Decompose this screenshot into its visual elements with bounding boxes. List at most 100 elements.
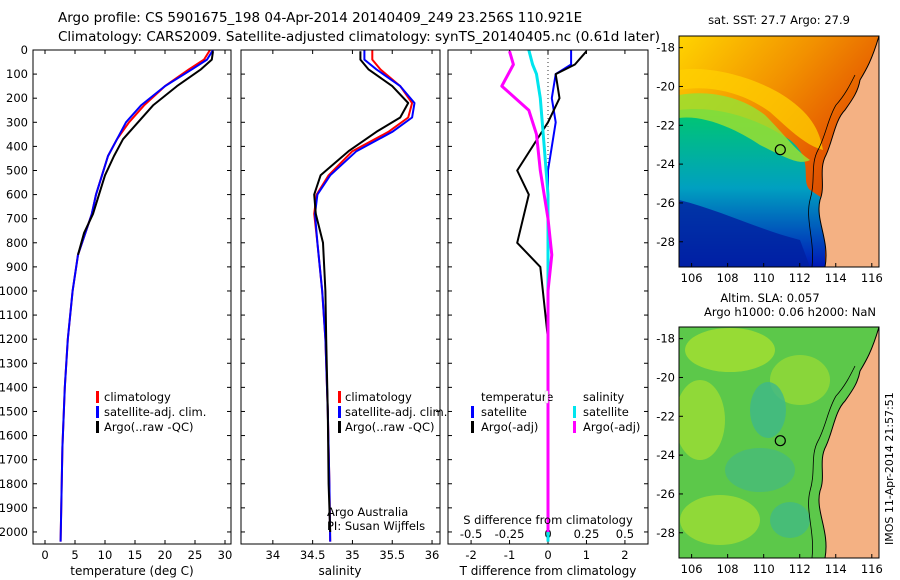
depth-tick-label: 1800 (0, 477, 28, 491)
legend-argo-swatch (338, 421, 341, 433)
lat-tick-label: -22 (656, 118, 675, 132)
sla-high-patch (679, 380, 725, 460)
sst-argo-position-marker (774, 144, 786, 156)
sla-map-title-1: Altim. SLA: 0.057 (720, 291, 819, 305)
salinity-profile-lines (313, 50, 416, 542)
legend-temp-satellite-label: satellite (481, 405, 527, 419)
depth-tick-label: 1000 (0, 284, 28, 298)
lat-tick-label: -24 (656, 448, 675, 462)
series-line-temperature-satellite (547, 50, 573, 532)
depth-tick-label: 0 (21, 43, 28, 57)
sla-map-title-2: Argo h1000: 0.06 h2000: NaN (704, 305, 876, 319)
depth-tick-label: 100 (6, 67, 28, 81)
sla-field (679, 327, 879, 558)
series-line-salinity-argo-adj- (500, 50, 554, 532)
legend-temp-argo-swatch (471, 421, 474, 433)
legend-climatology-label: climatology (104, 390, 171, 404)
x-tick-label: 0 (41, 548, 48, 562)
sst-mid-water (679, 93, 810, 162)
sst-map-ticks: 106 108 110 112 114 116 -18 -20 -22 -24 -26 -28 (656, 41, 883, 285)
x-tick-label: 2 (621, 548, 628, 562)
lon-tick-label: 114 (825, 271, 847, 285)
lat-tick-label: -20 (656, 79, 675, 93)
x-tick-label: 36 (425, 548, 440, 562)
depth-axis-labels: 0 100 200 300 400 500 600 700 800 900 1000 1100 1200… (0, 43, 28, 539)
legend-temp-argo-label: Argo(-adj) (481, 420, 538, 434)
x-tick-label: 1 (583, 548, 590, 562)
depth-tick-label: 1400 (0, 380, 28, 394)
temperature-plot-frame (32, 49, 232, 545)
temperature-panel: 0100200300400500600700800900100011001200… (0, 43, 232, 578)
salinity-panel: 34 34.5 35 35.5 36 salinity climatology sate… (240, 49, 447, 578)
depth-tick-label: 400 (6, 139, 28, 153)
depth-tick-label: 300 (6, 115, 28, 129)
legend-satellite-swatch (338, 406, 341, 418)
legend-satellite-swatch (96, 406, 99, 418)
sla-high-patch (680, 495, 760, 545)
lat-tick-label: -26 (656, 196, 675, 210)
sst-coastline (818, 36, 879, 267)
depth-tick-label: 2000 (0, 525, 28, 539)
lon-tick-label: 116 (861, 562, 883, 576)
lon-tick-label: 110 (753, 562, 775, 576)
lon-tick-label: 108 (717, 271, 739, 285)
sst-yellow-band (679, 68, 823, 150)
top-x-tick-label: -0.25 (495, 527, 525, 541)
depth-tick-label: 1300 (0, 356, 28, 370)
lon-tick-label: 114 (825, 562, 847, 576)
salinity-legend: climatology satellite-adj. clim. Argo(..… (338, 390, 447, 434)
depth-tick-label: 1200 (0, 332, 28, 346)
lat-tick-label: -18 (656, 41, 675, 55)
sst-isobath (808, 74, 856, 267)
lon-tick-label: 116 (861, 271, 883, 285)
legend-argo-swatch (96, 421, 99, 433)
salinity-plot-frame (240, 49, 441, 545)
timestamp: IMOS 11-Apr-2014 21:57:51 (883, 392, 896, 545)
difference-top-x-label: S difference from climatology (463, 513, 633, 527)
lat-tick-label: -28 (656, 526, 675, 540)
sla-map-ticks: 106 108 110 112 114 116 -18 -20 -22 -24 -26 -28 (656, 332, 883, 576)
x-tick-label: 34 (266, 548, 281, 562)
sla-low-patch (770, 502, 810, 538)
lat-tick-label: -22 (656, 409, 675, 423)
difference-plot-frame (447, 49, 649, 545)
sla-isobath (808, 365, 856, 558)
depth-tick-label: 1500 (0, 404, 28, 418)
salinity-x-label: salinity (318, 564, 361, 578)
sla-map: Altim. SLA: 0.057 Argo h1000: 0.06 h2000… (656, 291, 883, 576)
lat-tick-label: -28 (656, 235, 675, 249)
sst-land (818, 36, 879, 267)
sla-land (818, 327, 879, 558)
annotation-pi: PI: Susan Wijffels (327, 519, 425, 533)
sst-map: sat. SST: 27.7 Argo: 27.9 106 108 110 112 11… (656, 13, 883, 285)
x-tick-label: 20 (158, 548, 173, 562)
sst-map-title: sat. SST: 27.7 Argo: 27.9 (708, 13, 850, 27)
x-tick-label: -2 (465, 548, 476, 562)
lat-tick-label: -26 (656, 487, 675, 501)
depth-tick-label: 1900 (0, 501, 28, 515)
temperature-legend: climatology satellite-adj. clim. Argo(..… (96, 390, 206, 434)
salinity-x-ticks: 34 34.5 35 35.5 36 (241, 49, 440, 562)
lon-tick-label: 106 (681, 271, 703, 285)
top-x-tick-label: -0.5 (460, 527, 482, 541)
depth-tick-label: 800 (6, 236, 28, 250)
legend-temp-satellite-swatch (471, 406, 474, 418)
x-tick-label: 30 (218, 548, 233, 562)
sst-map-frame (678, 35, 880, 268)
x-tick-label: 10 (98, 548, 113, 562)
legend-climatology-swatch (338, 391, 341, 403)
sla-high-patch (770, 355, 830, 405)
legend-sal-satellite-label: satellite (583, 405, 629, 419)
difference-panel: -2 -1 0 1 2 -0.5 -0.25 0 0.25 0.5 T difference f… (447, 49, 649, 578)
difference-x-ticks: -2 -1 0 1 2 (448, 49, 648, 562)
depth-tick-label: 600 (6, 188, 28, 202)
x-tick-label: 0 (544, 548, 551, 562)
lon-tick-label: 112 (789, 271, 811, 285)
lon-tick-label: 108 (717, 562, 739, 576)
lon-tick-label: 106 (681, 562, 703, 576)
lat-tick-label: -20 (656, 370, 675, 384)
title-line-2: Climatology: CARS2009. Satellite-adjuste… (58, 29, 660, 45)
series-line-temperature-argo-adj- (516, 50, 588, 532)
lon-tick-label: 112 (789, 562, 811, 576)
